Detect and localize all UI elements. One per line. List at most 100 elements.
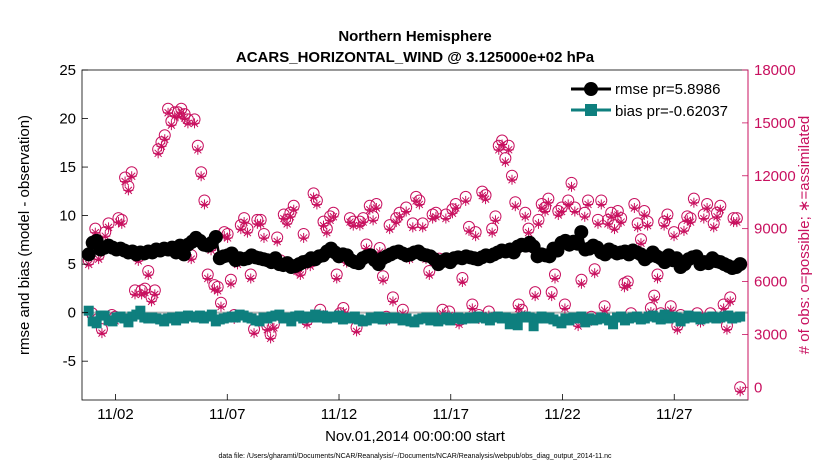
obs-assimilated-point	[566, 181, 577, 192]
obs-assimilated-point	[606, 211, 617, 222]
obs-assimilated-stroke	[580, 212, 589, 221]
obs-assimilated-point	[622, 280, 633, 291]
obs-assimilated-stroke	[408, 223, 417, 232]
obs-assimilated-point	[708, 222, 719, 233]
obs-assimilated-point	[487, 227, 498, 238]
rmse-point	[81, 247, 96, 262]
obs-assimilated-point	[391, 217, 402, 228]
obs-assimilated-stroke	[570, 207, 579, 216]
obs-assimilated-stroke	[250, 329, 258, 337]
obs-assimilated-point	[288, 204, 299, 215]
obs-assimilated-point	[447, 208, 458, 219]
obs-assimilated-point	[540, 206, 551, 217]
obs-assimilated-stroke	[217, 302, 225, 311]
obs-assimilated-stroke	[630, 204, 639, 212]
obs-assimilated-point	[268, 322, 279, 333]
obs-assimilated-stroke	[144, 271, 153, 279]
obs-assimilated-point	[589, 268, 600, 279]
bias-point	[608, 319, 619, 330]
obs-assimilated-stroke	[190, 119, 199, 128]
y-axis-label-left: rmse and bias (model - observation)	[16, 115, 33, 355]
obs-assimilated-stroke	[104, 223, 113, 232]
obs-assimilated-stroke	[402, 207, 411, 216]
obs-assimilated-point	[493, 144, 504, 155]
y-tick-label: 20	[59, 111, 76, 128]
obs-assimilated-stroke	[481, 195, 490, 204]
obs-assimilated-stroke	[372, 204, 381, 212]
obs-assimilated-point	[265, 333, 276, 344]
obs-assimilated-stroke	[544, 198, 553, 207]
obs-assimilated-stroke	[723, 325, 731, 334]
obs-assimilated-point	[414, 199, 425, 210]
obs-assimilated-stroke	[210, 285, 219, 293]
obs-assimilated-stroke	[94, 255, 103, 263]
obs-assimilated-point	[735, 386, 746, 397]
obs-assimilated-stroke	[653, 274, 662, 283]
bias-point	[512, 320, 523, 331]
obs-assimilated-point	[364, 204, 375, 215]
obs-assimilated-point	[583, 199, 594, 210]
obs-assimilated-stroke	[98, 329, 106, 337]
obs-assimilated-point	[639, 210, 650, 221]
obs-assimilated-stroke	[203, 274, 212, 283]
obs-assimilated-stroke	[597, 200, 606, 209]
obs-assimilated-point	[192, 144, 203, 155]
y-tick-label: 10	[59, 208, 76, 225]
rmse-point	[208, 229, 223, 244]
series-layer	[81, 225, 748, 332]
y-right-tick-label: 18000	[754, 62, 796, 79]
obs-assimilated-stroke	[223, 234, 232, 242]
obs-assimilated-stroke	[524, 228, 533, 237]
obs-assimilated-point	[282, 218, 293, 229]
obs-assimilated-stroke	[240, 218, 248, 226]
obs-assimilated-stroke	[716, 205, 725, 214]
obs-assimilated-point	[635, 238, 646, 249]
obs-assimilated-point	[225, 278, 236, 289]
obs-assimilated-stroke	[197, 172, 205, 181]
y-right-tick-label: 12000	[754, 168, 796, 185]
obs-assimilated-stroke	[299, 234, 308, 242]
obs-assimilated-stroke	[494, 145, 503, 154]
obs-assimilated-stroke	[243, 228, 252, 237]
obs-assimilated-stroke	[567, 182, 576, 191]
obs-assimilated-point	[672, 324, 683, 335]
obs-assimilated-point	[662, 213, 673, 224]
obs-assimilated-stroke	[193, 145, 202, 154]
y-right-tick-label: 15000	[754, 115, 796, 132]
obs-assimilated-stroke	[283, 219, 291, 228]
bias-point	[576, 311, 587, 322]
obs-assimilated-point	[712, 211, 723, 222]
obs-assimilated-stroke	[266, 334, 275, 343]
rmse-point	[574, 225, 589, 240]
bias-point	[500, 312, 511, 323]
obs-assimilated-point	[576, 278, 587, 289]
obs-assimilated-point	[503, 144, 514, 155]
obs-assimilated-point	[239, 217, 250, 228]
obs-assimilated-point	[596, 199, 607, 210]
y-right-tick-label: 9000	[754, 221, 787, 238]
obs-assimilated-point	[153, 148, 164, 159]
obs-assimilated-stroke	[154, 149, 163, 158]
obs-assimilated-point	[609, 224, 620, 235]
obs-assimilated-point	[549, 273, 560, 284]
obs-assimilated-stroke	[541, 207, 549, 216]
obs-assimilated-point	[579, 211, 590, 222]
obs-assimilated-stroke	[415, 200, 424, 209]
obs-assimilated-point	[387, 296, 398, 307]
obs-assimilated-stroke	[131, 290, 139, 299]
obs-assimilated-point	[96, 328, 107, 339]
obs-assimilated-point	[543, 197, 554, 208]
obs-assimilated-stroke	[322, 228, 331, 237]
obs-assimilated-point	[698, 213, 709, 224]
obs-assimilated-stroke	[213, 286, 222, 295]
obs-assimilated-point	[702, 202, 713, 213]
x-tick-label: 11/07	[209, 406, 245, 423]
obs-assimilated-stroke	[733, 218, 741, 226]
obs-assimilated-stroke	[141, 288, 149, 297]
obs-assimilated-stroke	[511, 202, 520, 211]
obs-assimilated-point	[202, 273, 213, 284]
y-right-tick-label: 0	[754, 379, 762, 396]
chart-subtitle: ACARS_HORIZONTAL_WIND @ 3.125000e+02 hPa	[236, 49, 595, 66]
obs-assimilated-stroke	[686, 218, 695, 226]
